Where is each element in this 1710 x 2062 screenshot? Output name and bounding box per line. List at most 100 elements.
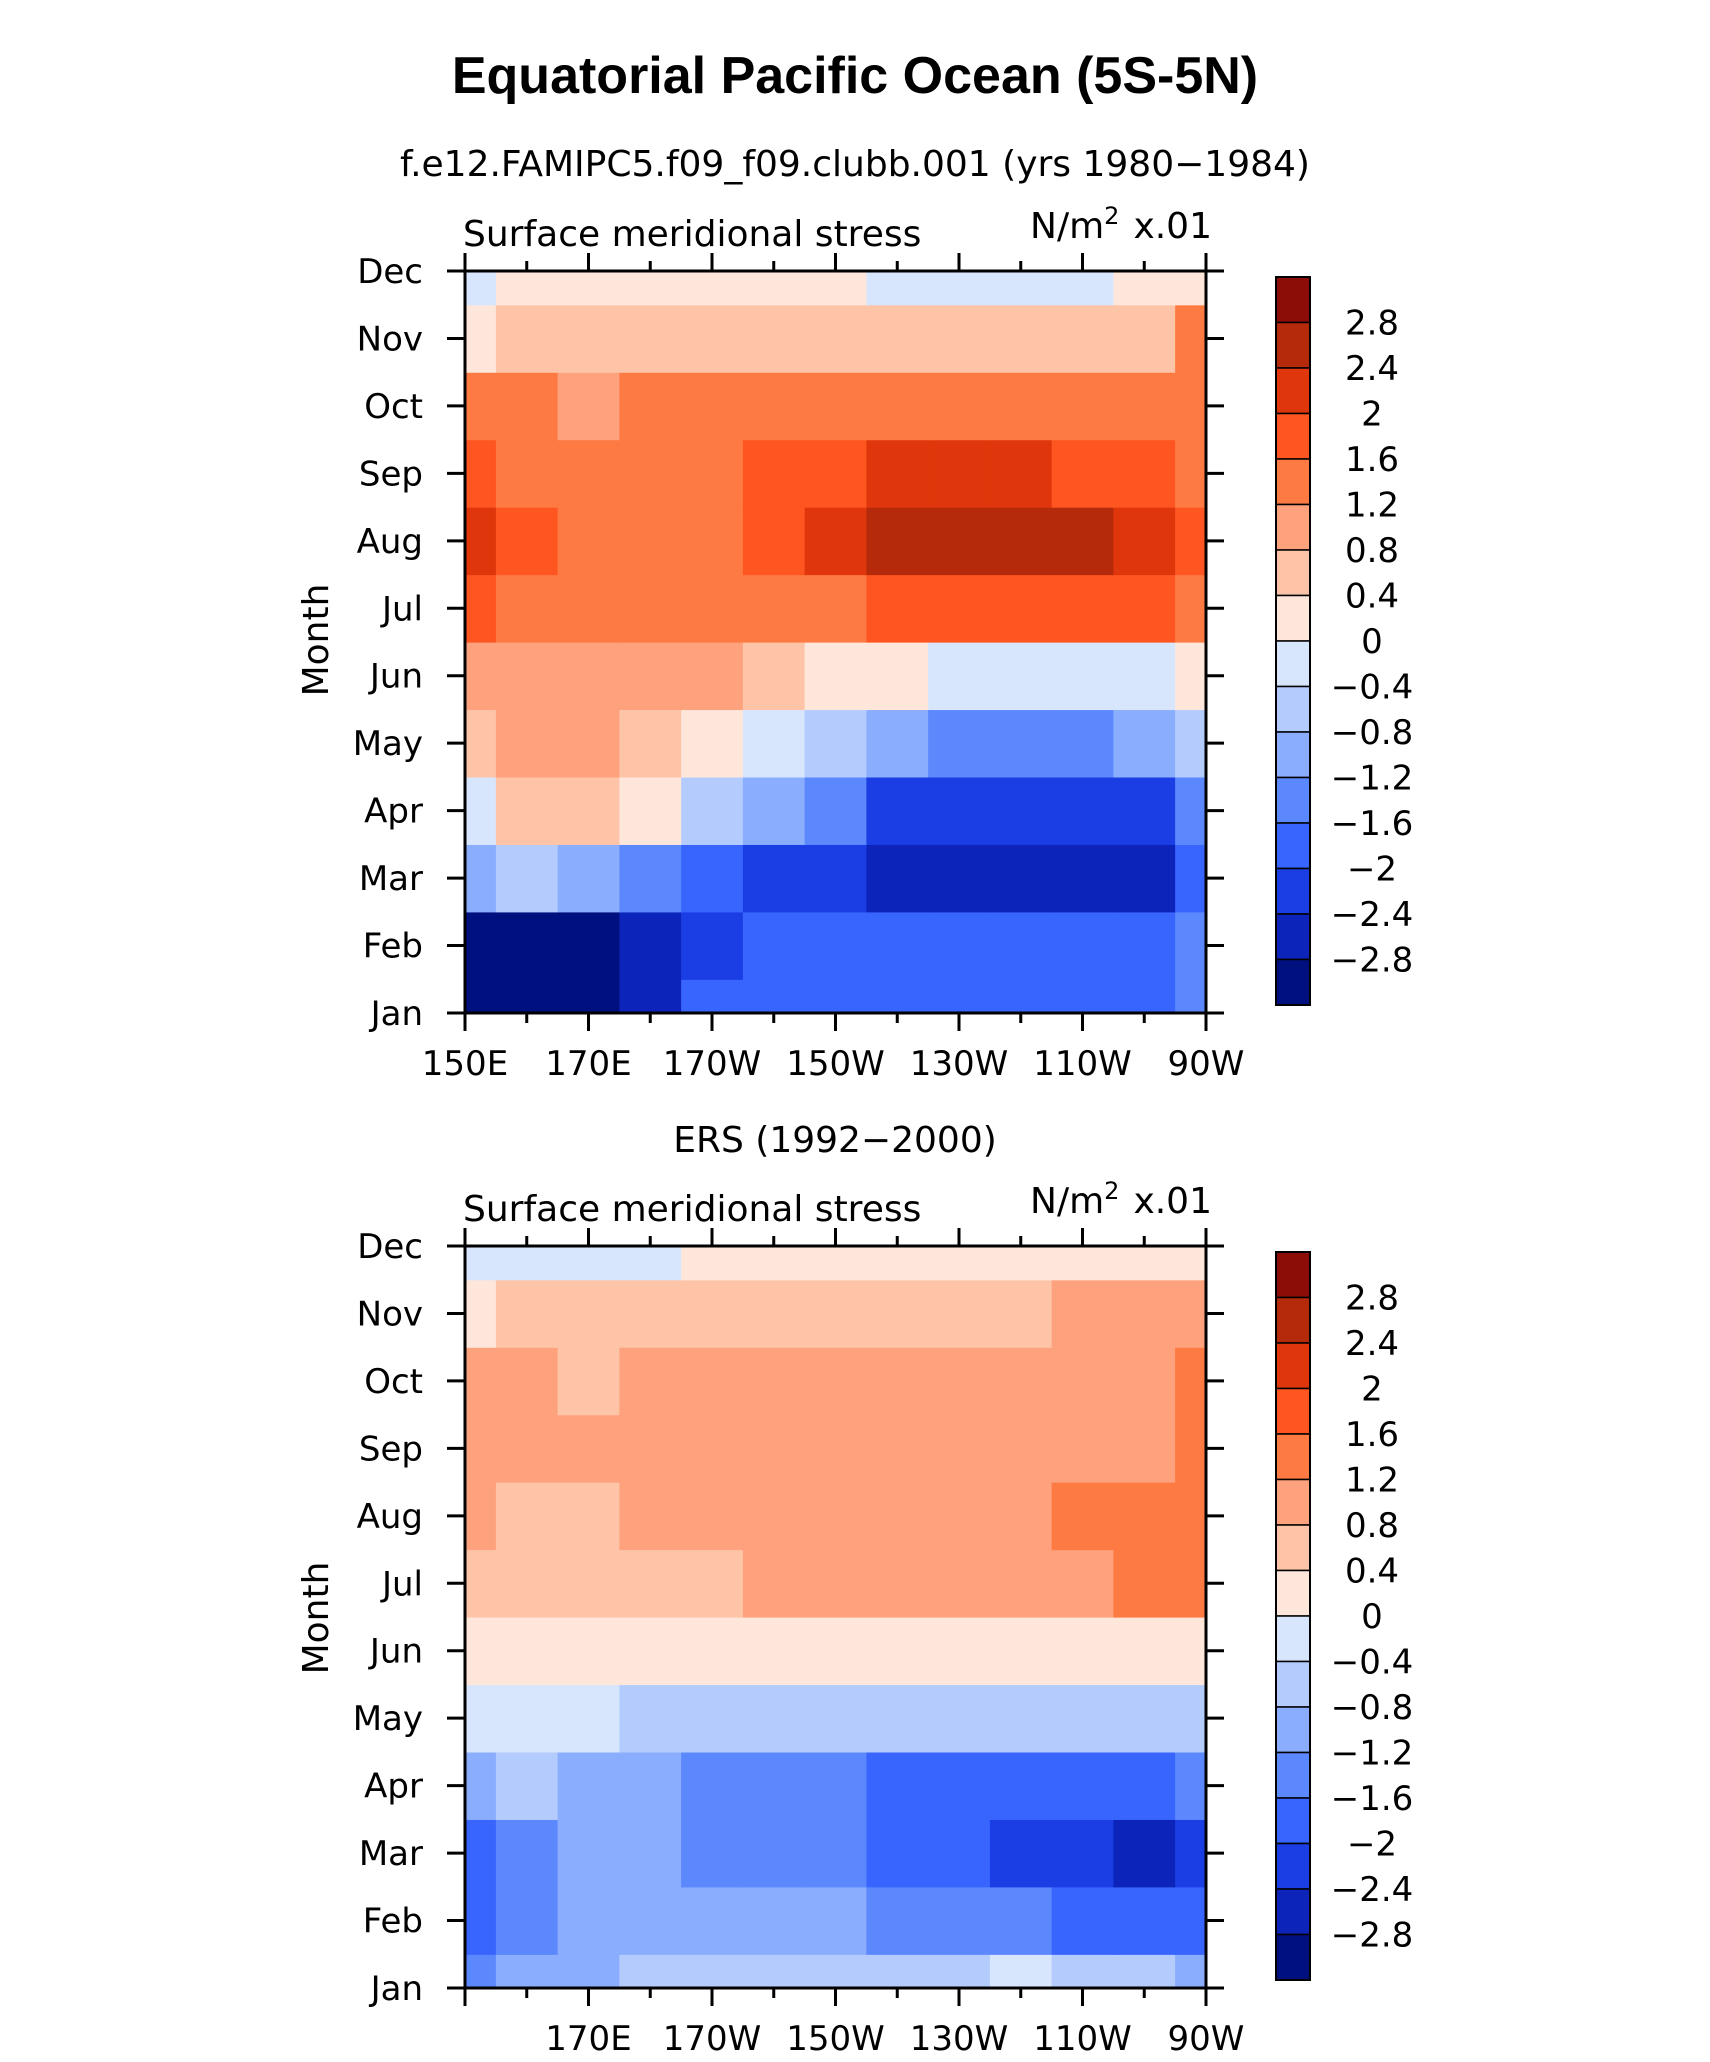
heatmap-cell — [681, 844, 744, 913]
heatmap-cell — [989, 507, 1053, 576]
heatmap-cell — [1175, 642, 1207, 711]
colorbar-label: 0.8 — [1345, 531, 1399, 571]
heatmap-cell — [1175, 911, 1207, 980]
heatmap-cell — [681, 1414, 744, 1483]
y-tick-label: Apr — [364, 1767, 423, 1807]
heatmap-cell — [866, 372, 929, 441]
heatmap-cell — [928, 439, 991, 508]
y-tick-label: Sep — [359, 1429, 423, 1469]
heatmap-cell — [1175, 1684, 1207, 1753]
heatmap-cell — [1051, 1414, 1114, 1483]
heatmap-cell — [1175, 439, 1207, 508]
y-tick-label: Feb — [363, 927, 423, 967]
heatmap-cell — [742, 1819, 806, 1888]
heatmap-cell — [866, 911, 929, 980]
heatmap-cell — [866, 844, 929, 913]
heatmap-cell — [619, 911, 682, 980]
heatmap-cell — [1051, 1617, 1114, 1686]
colorbar-swatch — [1275, 276, 1311, 324]
colorbar-label: 0.4 — [1345, 577, 1399, 617]
heatmap-cell — [557, 642, 620, 711]
heatmap-cell — [465, 1751, 497, 1820]
heatmap-cell — [866, 642, 929, 711]
heatmap-cell — [804, 709, 867, 778]
y-tick-label: Feb — [363, 1902, 423, 1942]
heatmap-cell — [928, 776, 991, 845]
heatmap-cell — [742, 507, 806, 576]
heatmap-cell — [681, 507, 744, 576]
panel-1-units: N/m2 x.01 — [1030, 202, 1212, 247]
y-tick-label: Nov — [357, 319, 423, 359]
heatmap-cell — [989, 1549, 1053, 1618]
heatmap-cell — [804, 304, 867, 373]
heatmap-cell — [989, 979, 1053, 1014]
x-tick-label: 110W — [1033, 1044, 1132, 1084]
heatmap-cell — [804, 844, 867, 913]
heatmap-cell — [619, 1549, 682, 1618]
heatmap-cell — [465, 1482, 497, 1551]
heatmap-cell — [681, 1819, 744, 1888]
colorbar-label: −1.6 — [1331, 804, 1414, 844]
heatmap-cell — [866, 979, 929, 1014]
heatmap-cell — [1175, 1347, 1207, 1416]
colorbar-label: 0.8 — [1345, 1506, 1399, 1546]
heatmap-cell — [681, 1684, 744, 1753]
heatmap-cell — [557, 709, 620, 778]
heatmap-cell — [557, 1954, 620, 1989]
heatmap-cell — [495, 776, 559, 845]
colorbar-swatch — [1275, 1933, 1311, 1981]
x-tick-label: 90W — [1168, 2019, 1245, 2059]
y-tick-label: Mar — [359, 1834, 423, 1874]
heatmap-cell — [465, 642, 497, 711]
heatmap-cell — [928, 574, 991, 643]
heatmap-cell — [989, 776, 1053, 845]
heatmap-cell — [989, 1617, 1053, 1686]
colorbar-swatch — [1275, 1433, 1311, 1481]
heatmap-cell — [619, 1886, 682, 1955]
heatmap-cell — [681, 911, 744, 980]
heatmap-cell — [1175, 1751, 1207, 1820]
heatmap-cell — [989, 1684, 1053, 1753]
heatmap-cell — [681, 1549, 744, 1618]
units-sup: 2 — [1104, 1177, 1119, 1205]
heatmap-cell — [1113, 1819, 1176, 1888]
heatmap-cell — [928, 1617, 991, 1686]
heatmap-cell — [989, 574, 1053, 643]
heatmap-cell — [557, 574, 620, 643]
colorbar-label: 2 — [1361, 395, 1383, 435]
heatmap-cell — [495, 1549, 559, 1618]
heatmap-cell — [495, 271, 559, 306]
panel-2-axes: Jan Feb Mar Apr May Jun Jul Aug Sep Oct Nov Dec 170E… — [353, 1227, 1245, 2059]
panel-2-heatmap — [465, 1246, 1207, 1989]
heatmap-cell — [928, 1414, 991, 1483]
colorbar-swatch — [1275, 1342, 1311, 1390]
colorbar-swatch — [1275, 1660, 1311, 1708]
heatmap-cell — [619, 372, 682, 441]
heatmap-cell — [1175, 1886, 1207, 1955]
heatmap-cell — [928, 642, 991, 711]
colorbar-swatch — [1275, 867, 1311, 915]
heatmap-cell — [619, 1347, 682, 1416]
heatmap-cell — [1113, 1684, 1176, 1753]
heatmap-cell — [1175, 1549, 1207, 1618]
y-tick-label: Dec — [357, 1227, 423, 1267]
colorbar-swatch — [1275, 321, 1311, 369]
colorbar-label: −2 — [1347, 1825, 1397, 1865]
colorbar-swatch — [1275, 822, 1311, 870]
heatmap-cell — [742, 776, 806, 845]
panel-1-subtitle: f.e12.FAMIPC5.f09_f09.clubb.001 (yrs 198… — [400, 144, 1310, 185]
heatmap-cell — [1113, 709, 1176, 778]
heatmap-cell — [619, 439, 682, 508]
colorbar-swatch — [1275, 1251, 1311, 1299]
colorbar-swatch — [1275, 958, 1311, 1006]
heatmap-cell — [804, 1347, 867, 1416]
heatmap-cell — [619, 1246, 682, 1281]
heatmap-cell — [681, 372, 744, 441]
heatmap-cell — [804, 1279, 867, 1348]
heatmap-cell — [1113, 1414, 1176, 1483]
heatmap-cell — [557, 1751, 620, 1820]
colorbar-swatch — [1275, 640, 1311, 688]
heatmap-cell — [1175, 271, 1207, 306]
heatmap-cell — [804, 1819, 867, 1888]
heatmap-cell — [928, 911, 991, 980]
